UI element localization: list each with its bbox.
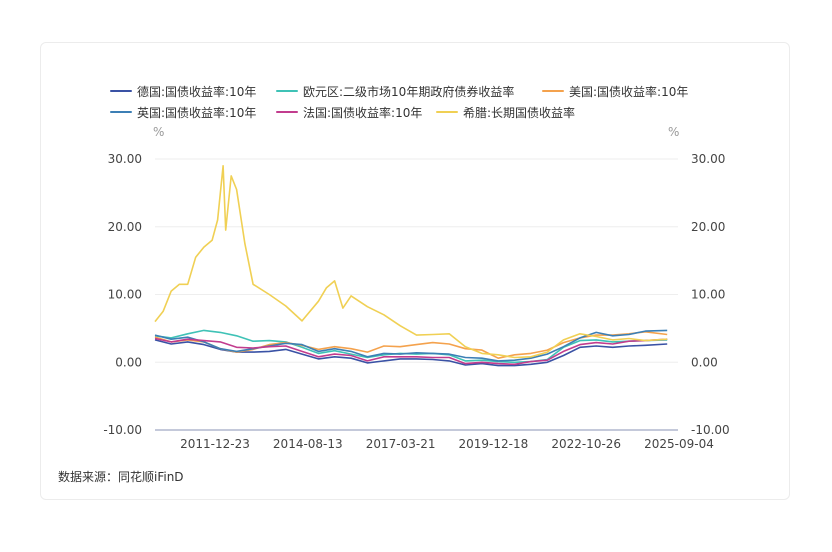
legend-swatch (276, 90, 298, 92)
x-tick-label: 2017-03-21 (366, 437, 436, 451)
data-source-note: 数据来源：同花顺iFinD (58, 470, 184, 484)
legend-item[interactable]: 希腊:长期国债收益率 (436, 104, 575, 120)
legend-swatch (110, 111, 132, 113)
legend-item[interactable]: 法国:国债收益率:10年 (276, 104, 422, 120)
y-tick-label-left: -10.00 (103, 423, 142, 437)
y-tick-label-right: 20.00 (691, 220, 725, 234)
y-tick-label-right: 10.00 (691, 288, 725, 302)
legend-label: 英国:国债收益率:10年 (137, 105, 257, 120)
legend-label: 欧元区:二级市场10年期政府债券收益率 (303, 84, 515, 99)
y-tick-label-right: 30.00 (691, 152, 725, 166)
x-tick-label: 2022-10-26 (551, 437, 621, 451)
legend-label: 美国:国债收益率:10年 (569, 84, 689, 99)
chart-card (40, 42, 790, 500)
y-tick-label-left: 0.00 (115, 355, 142, 369)
y-tick-label-left: 10.00 (108, 288, 142, 302)
legend-item[interactable]: 德国:国债收益率:10年 (110, 83, 256, 99)
x-tick-label: 2019-12-18 (459, 437, 529, 451)
series-line (154, 165, 668, 359)
series-line (154, 329, 668, 362)
y-tick-label-right: 0.00 (691, 355, 718, 369)
left-axis-unit: % (153, 125, 165, 139)
right-axis-unit: % (668, 125, 680, 139)
x-tick-label: 2011-12-23 (180, 437, 250, 451)
series-line (154, 337, 668, 366)
y-tick-label-left: 20.00 (108, 220, 142, 234)
y-tick-label-right: -10.00 (691, 423, 730, 437)
legend-item[interactable]: 英国:国债收益率:10年 (110, 104, 256, 120)
legend-swatch (276, 111, 298, 113)
legend-swatch (110, 90, 132, 92)
legend-label: 希腊:长期国债收益率 (463, 105, 576, 120)
legend-item[interactable]: 美国:国债收益率:10年 (542, 83, 688, 99)
x-tick-label: 2025-09-04 (644, 437, 714, 451)
x-tick-label: 2014-08-13 (273, 437, 343, 451)
legend-swatch (436, 111, 458, 113)
legend-item[interactable]: 欧元区:二级市场10年期政府债券收益率 (276, 83, 514, 99)
y-tick-label-left: 30.00 (108, 152, 142, 166)
legend-swatch (542, 90, 564, 92)
legend-label: 法国:国债收益率:10年 (303, 105, 423, 120)
legend-label: 德国:国债收益率:10年 (137, 84, 257, 99)
